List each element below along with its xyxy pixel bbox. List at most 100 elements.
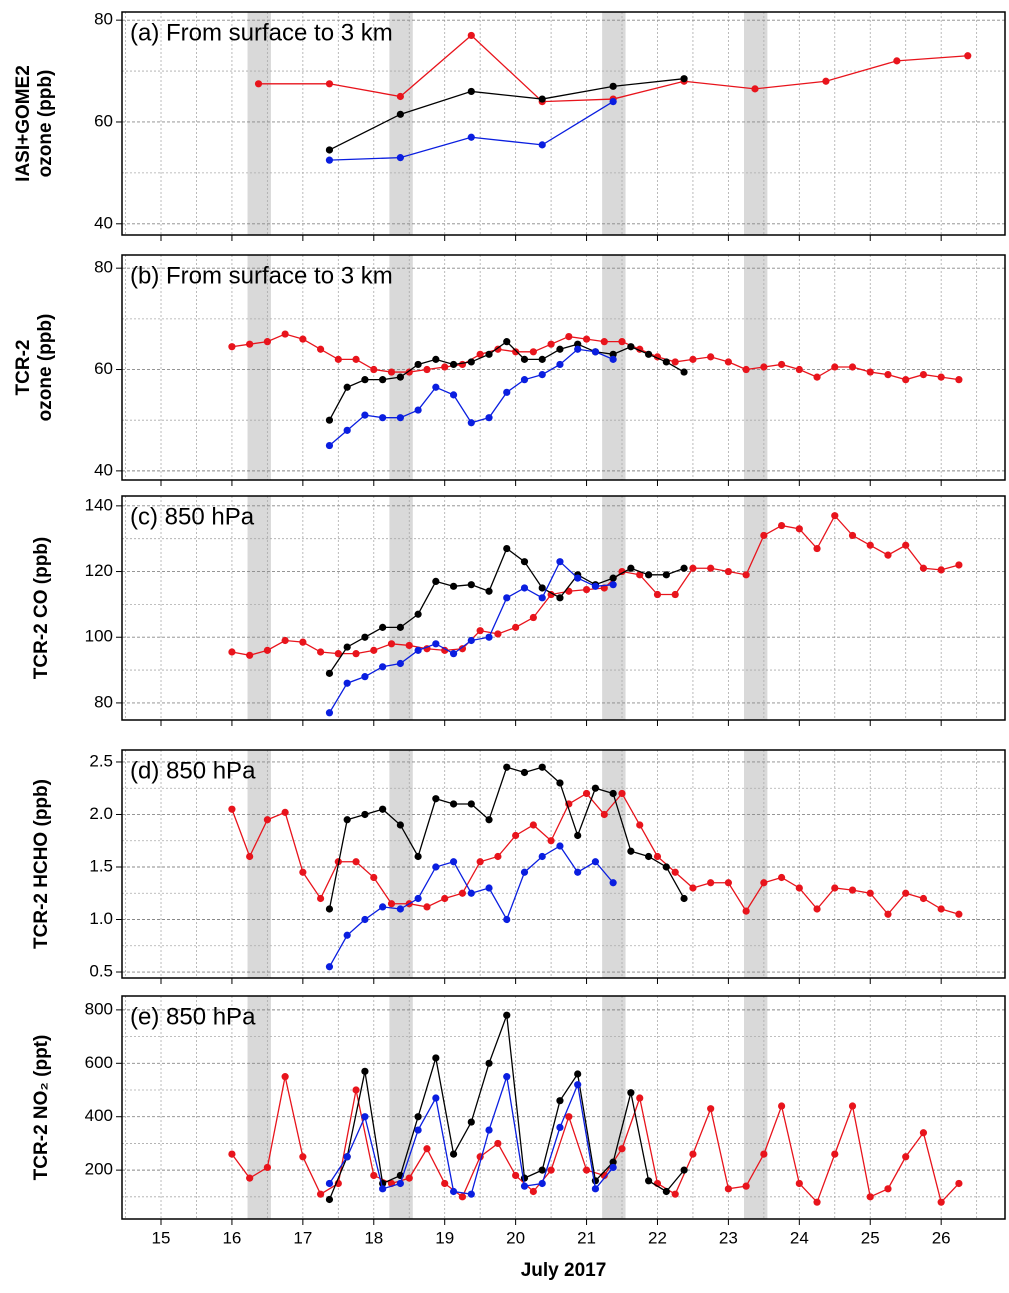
data-point [556,558,564,566]
y-tick-label: 200 [85,1160,113,1179]
data-point [246,1174,254,1182]
data-point [352,1086,360,1094]
data-point [396,659,404,668]
data-point [325,146,334,154]
data-point [609,355,617,363]
panel-annotation: (b) From surface to 3 km [130,262,393,289]
data-point [458,360,467,369]
data-point [485,1126,493,1134]
data-point [432,383,440,391]
x-tick-label: 15 [152,1228,171,1247]
data-point [387,368,396,376]
data-point [449,391,458,399]
y-tick-label: 120 [85,561,113,580]
y-tick-label: 800 [85,999,113,1018]
shaded-span [602,750,626,978]
data-point [707,1105,715,1113]
data-point [325,80,334,88]
data-point [529,821,537,829]
data-point [316,345,325,353]
data-point [254,80,263,88]
y-tick-label: 40 [94,460,113,479]
data-point [467,87,475,96]
panel-annotation: (c) 850 hPa [130,503,255,530]
data-point [512,831,520,840]
data-point [831,512,839,520]
data-point [609,879,617,887]
data-point [343,931,351,939]
data-point [343,383,351,391]
x-tick-label: 24 [790,1228,809,1247]
data-point [396,154,404,162]
data-point [370,365,378,374]
y-tick-label: 80 [94,10,113,29]
data-point [379,1185,387,1193]
data-point [609,98,617,106]
data-point [281,330,289,338]
data-point [893,57,901,65]
data-point [343,679,351,687]
data-point [370,873,378,882]
data-point [432,1094,440,1102]
y-tick-label: 80 [94,692,113,711]
data-point [246,340,254,348]
data-point [777,1102,786,1110]
data-point [414,610,422,618]
data-point [848,886,857,894]
shaded-span [602,496,626,720]
data-point [937,566,945,574]
x-tick-label: 25 [861,1228,880,1247]
data-point [325,669,334,677]
data-point [645,852,653,861]
y-axis-label: IASI+GOME2 [13,65,34,182]
data-point [902,1153,910,1161]
y-tick-label: 140 [85,495,113,514]
data-point [361,411,369,419]
data-point [334,355,342,363]
data-point [591,348,600,356]
data-point [299,638,307,646]
data-point [582,1166,591,1174]
data-point [423,1145,431,1153]
data-point [538,370,546,379]
data-point [556,842,564,850]
y-tick-label: 400 [85,1106,113,1125]
shaded-span [602,996,626,1219]
data-point [520,1182,529,1190]
data-point [707,353,715,361]
data-point [884,1185,892,1193]
data-point [503,338,511,346]
data-point [432,355,440,363]
data-point [777,873,786,882]
y-tick-label: 40 [94,213,113,232]
data-point [707,564,715,572]
data-point [636,1094,644,1102]
data-point [512,1171,520,1180]
data-point [476,627,484,635]
plot-frame [121,254,1006,481]
data-point [662,863,670,871]
data-point [955,376,963,384]
data-point [671,868,679,876]
data-point [379,623,387,631]
data-point [671,590,679,599]
data-point [937,373,945,381]
y-axis-label: TCR-2 HCHO (ppb) [31,779,52,949]
plot-frame [121,495,1006,721]
data-point [520,558,529,566]
shaded-span [744,255,768,480]
y-axis-label: ozone (ppb) [35,314,56,422]
plot-frame [121,995,1006,1220]
data-point [503,388,511,396]
data-point [565,332,573,341]
data-point [848,363,857,371]
data-point [902,376,910,384]
data-point [414,1113,422,1121]
data-point [538,1179,546,1188]
data-point [263,1163,271,1172]
data-point [884,910,892,918]
y-tick-label: 80 [94,258,113,277]
data-point [370,1171,378,1180]
x-tick-label: 16 [222,1228,241,1247]
data-point [760,1150,768,1158]
